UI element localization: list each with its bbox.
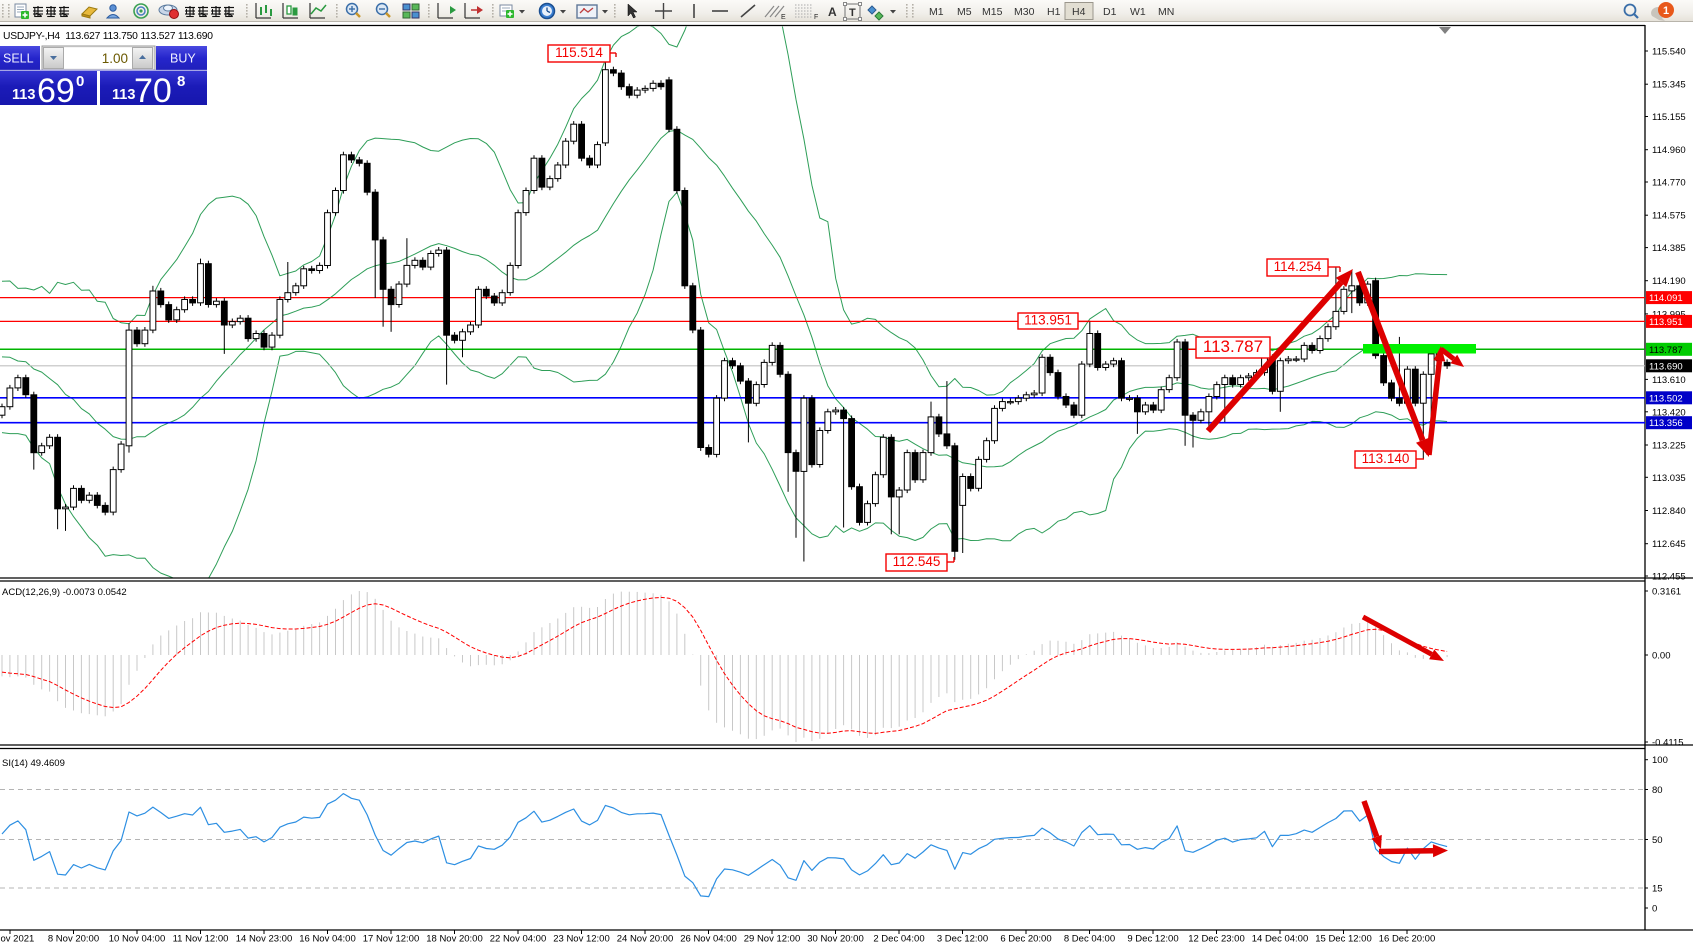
svg-text:ACD(12,26,9) -0.0073 0.0542: ACD(12,26,9) -0.0073 0.0542 (2, 587, 127, 598)
svg-text:112.840: 112.840 (1652, 506, 1686, 517)
svg-text:113.140: 113.140 (1362, 451, 1410, 466)
svg-text:113.356: 113.356 (1649, 418, 1683, 429)
svg-text:114.960: 114.960 (1652, 145, 1686, 156)
svg-text:114.254: 114.254 (1274, 259, 1322, 274)
svg-text:2 Dec 04:00: 2 Dec 04:00 (873, 934, 924, 944)
svg-text:0.00: 0.00 (1652, 651, 1671, 662)
svg-text:115.514: 115.514 (555, 45, 603, 60)
svg-text:114.770: 114.770 (1652, 178, 1686, 189)
svg-text:USDJPY-,H4 113.627 113.750 11: USDJPY-,H4 113.627 113.750 113.527 113.6… (3, 31, 213, 42)
svg-text:18 Nov 20:00: 18 Nov 20:00 (426, 934, 483, 944)
svg-text:69: 69 (37, 72, 75, 110)
svg-text:3 Dec 12:00: 3 Dec 12:00 (937, 934, 988, 944)
svg-text:12 Dec 23:00: 12 Dec 23:00 (1188, 934, 1245, 944)
svg-text:M5: M5 (957, 6, 972, 18)
svg-text:113: 113 (12, 87, 35, 103)
svg-text:113.035: 113.035 (1652, 473, 1686, 484)
svg-text:M1: M1 (929, 6, 944, 18)
svg-text:22 Nov 04:00: 22 Nov 04:00 (490, 934, 547, 944)
svg-text:113.690: 113.690 (1649, 361, 1683, 372)
svg-text:113.787: 113.787 (1649, 345, 1683, 356)
svg-text:F: F (814, 14, 818, 21)
svg-text:113.951: 113.951 (1649, 317, 1683, 328)
svg-text:0.3161: 0.3161 (1652, 587, 1681, 598)
svg-text:11 Nov 12:00: 11 Nov 12:00 (173, 934, 229, 944)
svg-text:17 Nov 12:00: 17 Nov 12:00 (363, 934, 420, 944)
svg-text:113.502: 113.502 (1649, 393, 1683, 404)
svg-text:9 Dec 12:00: 9 Dec 12:00 (1127, 934, 1178, 944)
svg-text:114.190: 114.190 (1652, 276, 1686, 287)
svg-text:BUY: BUY (170, 52, 196, 66)
svg-text:8 Nov 20:00: 8 Nov 20:00 (48, 934, 99, 944)
svg-text:113.951: 113.951 (1024, 313, 1072, 328)
svg-text:10 Nov 04:00: 10 Nov 04:00 (109, 934, 166, 944)
svg-text:114.385: 114.385 (1652, 243, 1686, 254)
svg-text:8 Dec 04:00: 8 Dec 04:00 (1064, 934, 1115, 944)
svg-text:113.225: 113.225 (1652, 441, 1686, 452)
svg-text:14 Dec 04:00: 14 Dec 04:00 (1252, 934, 1309, 944)
svg-text:115.155: 115.155 (1652, 112, 1686, 123)
svg-text:113.787: 113.787 (1203, 337, 1263, 356)
svg-text:114.091: 114.091 (1649, 293, 1683, 304)
svg-text:15: 15 (1652, 884, 1663, 895)
svg-text:0: 0 (76, 73, 84, 90)
svg-text:W1: W1 (1130, 6, 1146, 18)
svg-text:30 Nov 20:00: 30 Nov 20:00 (807, 934, 864, 944)
svg-text:115.345: 115.345 (1652, 80, 1686, 91)
svg-text:8: 8 (177, 73, 185, 90)
svg-text:24 Nov 20:00: 24 Nov 20:00 (617, 934, 674, 944)
svg-text:MN: MN (1158, 6, 1174, 18)
svg-text:A: A (828, 5, 837, 19)
svg-text:T: T (849, 7, 856, 19)
svg-text:112.455: 112.455 (1652, 572, 1686, 583)
svg-text:16 Dec 20:00: 16 Dec 20:00 (1379, 934, 1436, 944)
svg-text:29 Nov 12:00: 29 Nov 12:00 (744, 934, 801, 944)
svg-text:8 Nov 2021: 8 Nov 2021 (0, 934, 34, 944)
svg-text:114.575: 114.575 (1652, 211, 1686, 222)
svg-text:1.00: 1.00 (102, 51, 128, 66)
svg-text:14 Nov 23:00: 14 Nov 23:00 (236, 934, 293, 944)
svg-text:H4: H4 (1072, 6, 1086, 18)
svg-text:1: 1 (1663, 5, 1669, 17)
svg-text:D1: D1 (1103, 6, 1117, 18)
svg-text:0: 0 (1652, 904, 1657, 915)
svg-text:113.420: 113.420 (1652, 407, 1686, 418)
svg-text:70: 70 (134, 72, 172, 110)
svg-text:SELL: SELL (3, 52, 34, 66)
svg-text:115.540: 115.540 (1652, 47, 1686, 58)
svg-text:H1: H1 (1047, 6, 1061, 18)
svg-text:15 Dec 12:00: 15 Dec 12:00 (1315, 934, 1372, 944)
svg-text:112.545: 112.545 (893, 554, 941, 569)
svg-text:-0.4115: -0.4115 (1652, 738, 1684, 749)
svg-text:112.645: 112.645 (1652, 539, 1686, 550)
svg-text:M30: M30 (1014, 6, 1035, 18)
svg-text:E: E (781, 14, 786, 21)
svg-text:SI(14) 49.4609: SI(14) 49.4609 (2, 758, 65, 769)
svg-text:100: 100 (1652, 755, 1668, 766)
svg-text:23 Nov 12:00: 23 Nov 12:00 (553, 934, 610, 944)
svg-text:16 Nov 04:00: 16 Nov 04:00 (299, 934, 356, 944)
svg-text:80: 80 (1652, 785, 1663, 796)
svg-text:113: 113 (112, 87, 135, 103)
svg-text:6 Dec 20:00: 6 Dec 20:00 (1000, 934, 1051, 944)
svg-text:M15: M15 (982, 6, 1003, 18)
svg-text:113.610: 113.610 (1652, 375, 1686, 386)
svg-text:26 Nov 04:00: 26 Nov 04:00 (680, 934, 737, 944)
svg-text:50: 50 (1652, 835, 1663, 846)
